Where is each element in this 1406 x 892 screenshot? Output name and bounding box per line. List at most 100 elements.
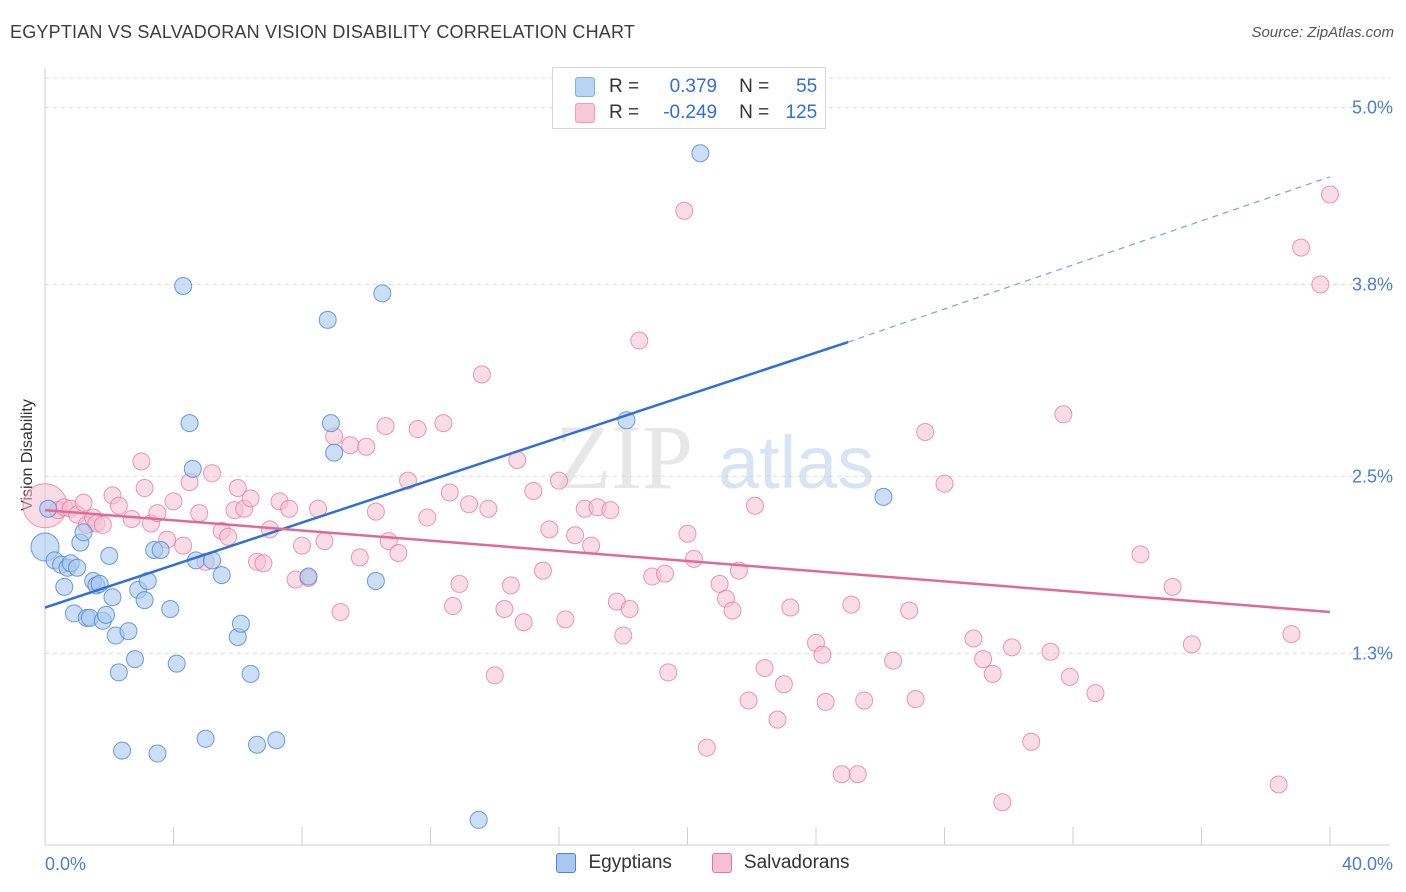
salvadorans-point bbox=[74, 493, 93, 512]
salvadorans-point bbox=[656, 564, 675, 583]
salvadorans-point bbox=[366, 502, 385, 521]
egyptians-point bbox=[55, 577, 74, 596]
salvadorans-point bbox=[678, 524, 697, 543]
salvadorans-point bbox=[472, 365, 491, 384]
egyptians-point bbox=[321, 414, 340, 433]
egyptians-point bbox=[231, 614, 250, 633]
salvadorans-point bbox=[479, 499, 498, 518]
salvadorans-point bbox=[614, 626, 633, 645]
salvadorans-point bbox=[514, 613, 533, 632]
salvadorans-point bbox=[341, 436, 360, 455]
tick-labels: 1.3% 2.5% 3.8% 5.0% 0.0% 40.0% bbox=[45, 98, 1393, 875]
salvadorans-swatch bbox=[575, 103, 595, 123]
egyptians-point bbox=[97, 605, 116, 624]
salvadorans-point bbox=[684, 549, 703, 568]
egyptians-point bbox=[109, 663, 128, 682]
salvadorans-point bbox=[556, 610, 575, 629]
egyptians-point bbox=[125, 650, 144, 669]
salvadorans-point bbox=[164, 492, 183, 511]
egyptians-point bbox=[161, 600, 180, 618]
y-tick-label: 5.0% bbox=[1352, 98, 1393, 118]
salvadorans-point bbox=[389, 543, 408, 562]
salvadorans-point bbox=[964, 629, 983, 648]
salvadorans-point bbox=[774, 675, 793, 694]
salvadorans-point bbox=[1002, 638, 1021, 657]
salvadorans-trend-line bbox=[44, 508, 1331, 614]
salvadorans-point bbox=[1182, 635, 1201, 654]
egyptians-point bbox=[151, 541, 170, 559]
salvadorans-point bbox=[1292, 238, 1311, 257]
y-tick-label: 1.3% bbox=[1352, 643, 1393, 663]
salvadorans-point bbox=[524, 482, 543, 500]
egyptians-point bbox=[212, 566, 231, 585]
salvadorans-point bbox=[983, 664, 1002, 683]
salvadorans-point bbox=[755, 659, 774, 677]
watermark: ZIP atlas bbox=[555, 406, 874, 508]
salvadorans-point bbox=[884, 651, 903, 670]
legend-label: Egyptians bbox=[588, 852, 672, 873]
egyptians-point bbox=[267, 731, 286, 750]
salvadorans-point bbox=[350, 548, 369, 567]
salvadorans-point bbox=[376, 417, 395, 436]
chart-title: EGYPTIAN VS SALVADORAN VISION DISABILITY… bbox=[10, 22, 636, 42]
egyptians-point bbox=[373, 284, 392, 303]
salvadorans-point bbox=[620, 600, 639, 618]
n-label: N = bbox=[739, 76, 770, 97]
salvadorans-point bbox=[219, 527, 238, 546]
y-tick-label: 3.8% bbox=[1352, 275, 1393, 295]
egyptians-point bbox=[74, 523, 93, 542]
egyptians-point bbox=[180, 414, 199, 433]
egyptians-points bbox=[30, 144, 893, 829]
salvadorans-point bbox=[460, 495, 479, 514]
egyptians-point bbox=[135, 591, 154, 610]
egyptians-trend-line bbox=[44, 340, 849, 609]
salvadorans-point bbox=[848, 765, 867, 784]
salvadorans-point bbox=[935, 474, 954, 493]
salvadorans-point bbox=[485, 666, 504, 685]
salvadorans-point bbox=[906, 689, 925, 708]
egyptians-swatch bbox=[556, 853, 577, 873]
salvadorans-point bbox=[1269, 775, 1288, 794]
salvadorans-point bbox=[190, 504, 209, 523]
salvadorans-point bbox=[280, 499, 299, 518]
egyptians-point bbox=[103, 588, 122, 607]
salvadorans-point bbox=[254, 554, 273, 573]
egyptians-point bbox=[196, 729, 215, 748]
salvadorans-point bbox=[501, 576, 520, 595]
egyptians-point bbox=[174, 276, 193, 295]
r-label: R = bbox=[609, 76, 640, 97]
egyptians-point bbox=[100, 546, 119, 565]
salvadorans-point bbox=[228, 479, 247, 498]
salvadorans-point bbox=[1041, 642, 1060, 661]
salvadorans-point bbox=[745, 496, 764, 515]
salvadorans-point bbox=[434, 414, 453, 433]
salvadorans-point bbox=[495, 600, 514, 618]
salvadorans-point bbox=[550, 471, 568, 490]
salvadorans-point bbox=[566, 526, 585, 545]
n-label: N = bbox=[739, 102, 770, 123]
salvadorans-point bbox=[916, 423, 935, 441]
salvadorans-point bbox=[1321, 185, 1339, 204]
salvadorans-swatch bbox=[711, 853, 732, 873]
grid-layer bbox=[45, 77, 1390, 654]
salvadorans-point bbox=[1022, 732, 1041, 751]
n-value: 125 bbox=[785, 102, 818, 123]
salvadorans-point bbox=[174, 536, 193, 555]
salvadorans-point bbox=[659, 663, 678, 682]
correlation-legend: R = 0.379 N = 55 R = -0.249 N = 125 bbox=[552, 67, 826, 129]
salvadorans-point bbox=[293, 536, 311, 555]
salvadorans-point bbox=[1163, 577, 1182, 596]
egyptians-point bbox=[39, 499, 58, 518]
salvadorans-point bbox=[443, 597, 462, 616]
egyptians-point bbox=[325, 443, 344, 462]
r-value: 0.379 bbox=[669, 76, 718, 97]
egyptians-swatch bbox=[575, 77, 595, 97]
salvadorans-point bbox=[993, 793, 1012, 812]
salvadorans-point bbox=[630, 331, 649, 350]
source-label: Source: ZipAtlas.com bbox=[1251, 24, 1394, 41]
legend-label: Salvadorans bbox=[743, 852, 850, 873]
salvadorans-point bbox=[1060, 667, 1079, 686]
salvadorans-point bbox=[832, 765, 851, 784]
legend-row-salvadorans: R = -0.249 N = 125 bbox=[575, 100, 817, 126]
